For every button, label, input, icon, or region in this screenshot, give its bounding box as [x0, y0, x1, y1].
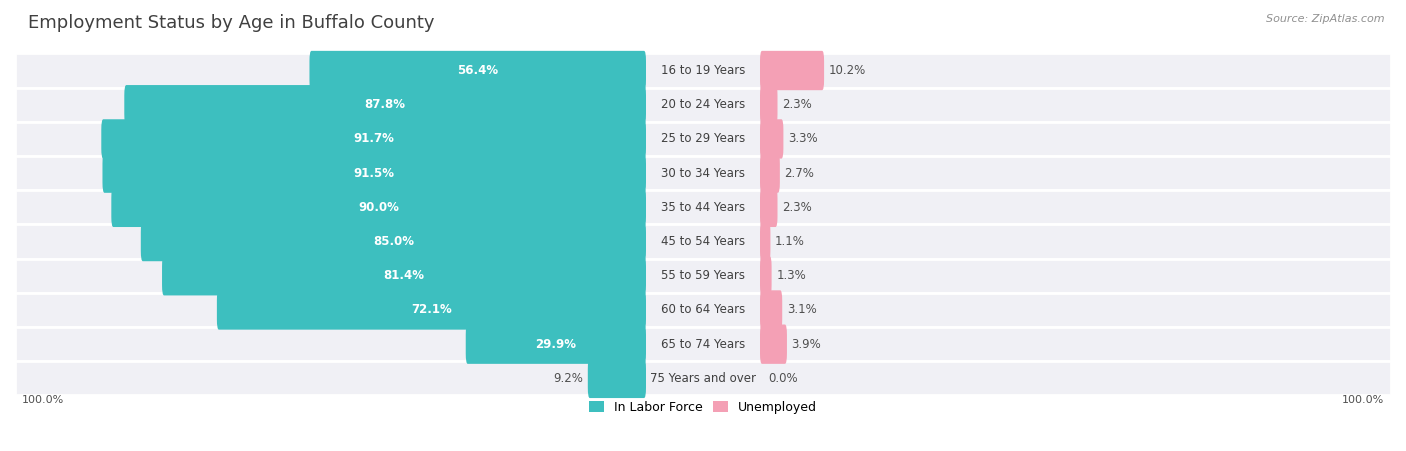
FancyBboxPatch shape — [217, 290, 645, 330]
Legend: In Labor Force, Unemployed: In Labor Force, Unemployed — [589, 401, 817, 414]
Text: 55 to 59 Years: 55 to 59 Years — [661, 269, 745, 282]
Text: 10.2%: 10.2% — [828, 64, 866, 77]
Text: 25 to 29 Years: 25 to 29 Years — [661, 133, 745, 145]
Text: 16 to 19 Years: 16 to 19 Years — [661, 64, 745, 77]
Bar — [15, 122, 1391, 156]
FancyBboxPatch shape — [124, 85, 645, 124]
Text: 2.3%: 2.3% — [782, 201, 811, 214]
Text: Employment Status by Age in Buffalo County: Employment Status by Age in Buffalo Coun… — [28, 14, 434, 32]
FancyBboxPatch shape — [141, 222, 645, 261]
FancyBboxPatch shape — [162, 256, 645, 295]
Bar — [15, 156, 1391, 190]
Bar — [15, 87, 1391, 122]
FancyBboxPatch shape — [761, 119, 783, 159]
FancyBboxPatch shape — [465, 325, 645, 364]
Text: 60 to 64 Years: 60 to 64 Years — [661, 304, 745, 317]
FancyBboxPatch shape — [761, 256, 772, 295]
Text: 81.4%: 81.4% — [384, 269, 425, 282]
Text: 75 Years and over: 75 Years and over — [650, 372, 756, 385]
FancyBboxPatch shape — [103, 153, 645, 193]
Bar — [15, 293, 1391, 327]
Text: 45 to 54 Years: 45 to 54 Years — [661, 235, 745, 248]
FancyBboxPatch shape — [761, 222, 770, 261]
Bar — [15, 361, 1391, 396]
FancyBboxPatch shape — [761, 51, 824, 90]
Text: 1.3%: 1.3% — [776, 269, 806, 282]
Text: 91.7%: 91.7% — [353, 133, 394, 145]
FancyBboxPatch shape — [111, 188, 645, 227]
Text: 3.9%: 3.9% — [792, 338, 821, 351]
Text: 35 to 44 Years: 35 to 44 Years — [661, 201, 745, 214]
Bar — [15, 53, 1391, 87]
FancyBboxPatch shape — [761, 85, 778, 124]
Bar — [15, 327, 1391, 361]
Bar — [15, 225, 1391, 259]
FancyBboxPatch shape — [761, 188, 778, 227]
Text: 2.3%: 2.3% — [782, 98, 811, 111]
Text: 30 to 34 Years: 30 to 34 Years — [661, 166, 745, 179]
Text: 3.3%: 3.3% — [787, 133, 818, 145]
Text: 65 to 74 Years: 65 to 74 Years — [661, 338, 745, 351]
Text: 87.8%: 87.8% — [364, 98, 406, 111]
FancyBboxPatch shape — [761, 290, 782, 330]
FancyBboxPatch shape — [588, 359, 645, 398]
Text: 3.1%: 3.1% — [787, 304, 817, 317]
Text: 20 to 24 Years: 20 to 24 Years — [661, 98, 745, 111]
FancyBboxPatch shape — [761, 325, 787, 364]
Text: 72.1%: 72.1% — [411, 304, 451, 317]
Text: 100.0%: 100.0% — [1343, 395, 1385, 405]
Text: 9.2%: 9.2% — [554, 372, 583, 385]
Bar — [15, 190, 1391, 225]
Text: 90.0%: 90.0% — [359, 201, 399, 214]
Text: 100.0%: 100.0% — [21, 395, 63, 405]
Text: 29.9%: 29.9% — [536, 338, 576, 351]
Text: 2.7%: 2.7% — [785, 166, 814, 179]
FancyBboxPatch shape — [101, 119, 645, 159]
Bar — [15, 259, 1391, 293]
Text: 0.0%: 0.0% — [769, 372, 799, 385]
FancyBboxPatch shape — [309, 51, 645, 90]
Text: Source: ZipAtlas.com: Source: ZipAtlas.com — [1267, 14, 1385, 23]
Text: 91.5%: 91.5% — [354, 166, 395, 179]
Text: 85.0%: 85.0% — [373, 235, 413, 248]
FancyBboxPatch shape — [761, 153, 780, 193]
Text: 1.1%: 1.1% — [775, 235, 804, 248]
Text: 56.4%: 56.4% — [457, 64, 498, 77]
